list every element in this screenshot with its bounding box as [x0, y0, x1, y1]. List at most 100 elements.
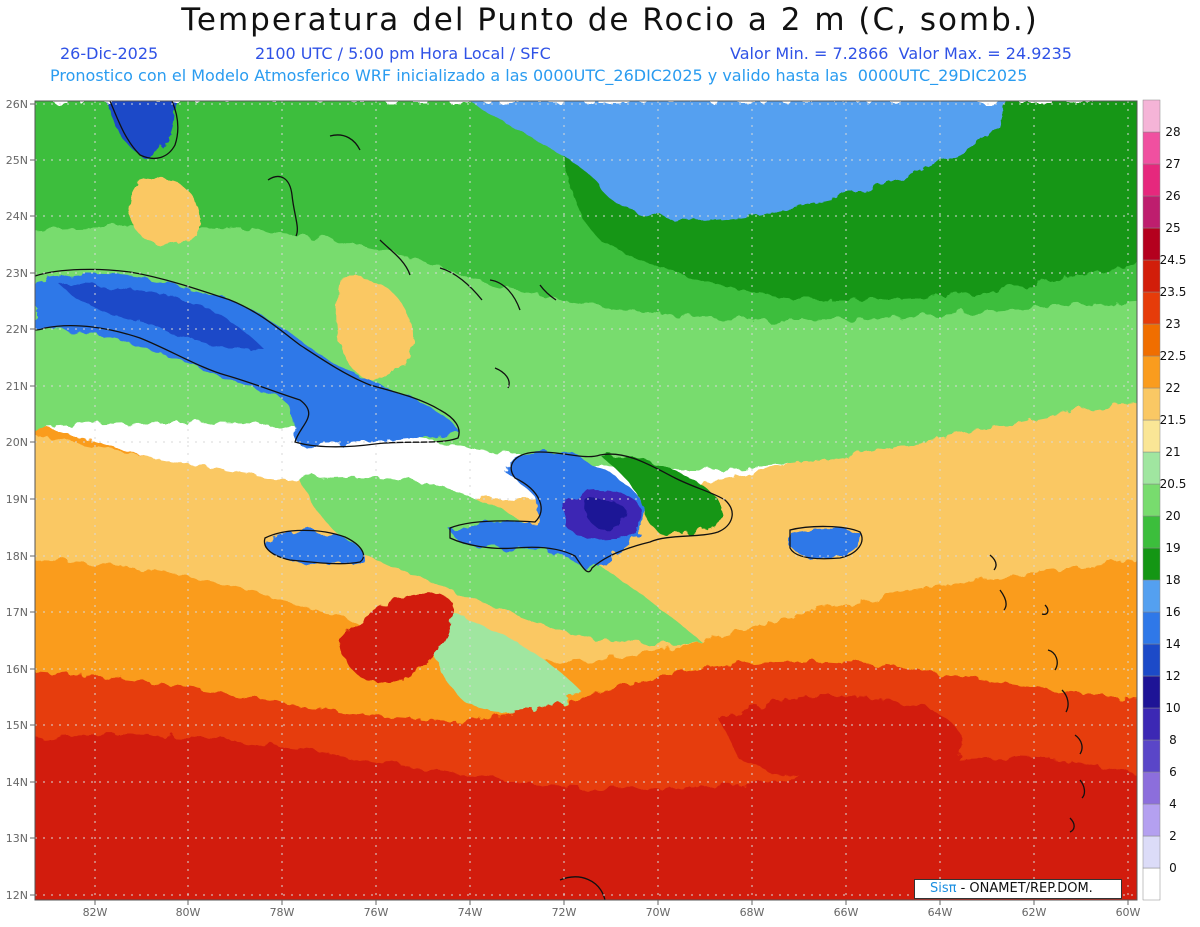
colorbar-label: 23.5 — [1160, 285, 1187, 299]
cuba-coastline — [35, 268, 460, 448]
lat-label: 13N — [6, 832, 28, 845]
red-streak-central — [340, 592, 453, 683]
lon-label: 80W — [176, 906, 201, 919]
lon-label: 82W — [83, 906, 108, 919]
coastlines — [35, 101, 1086, 900]
lat-label: 18N — [6, 550, 28, 563]
lon-label: 70W — [646, 906, 671, 919]
colorbar-swatch — [1142, 99, 1161, 133]
colorbar-swatch — [1142, 707, 1161, 741]
lat-label: 23N — [6, 267, 28, 280]
colorbar-label: 10 — [1165, 701, 1180, 715]
colorbar-label: 27 — [1165, 157, 1180, 171]
colorbar-label: 26 — [1165, 189, 1180, 203]
colorbar-swatch — [1142, 483, 1161, 517]
florida-orange-patch — [128, 177, 200, 244]
colorbar-label: 28 — [1165, 125, 1180, 139]
red-blob-east — [720, 696, 963, 784]
florida-coastline — [109, 101, 179, 159]
graticule — [35, 101, 1137, 900]
lon-label: 74W — [458, 906, 483, 919]
lon-label: 72W — [552, 906, 577, 919]
colorbar-swatch — [1142, 131, 1161, 165]
colorbar-swatch — [1142, 643, 1161, 677]
lon-label: 66W — [834, 906, 859, 919]
colorbar-swatch — [1142, 515, 1161, 549]
lon-label: 60W — [1116, 906, 1141, 919]
lat-label: 12N — [6, 889, 28, 902]
cuba-deep-blue — [60, 284, 265, 350]
lon-label: 68W — [740, 906, 765, 919]
latitude-labels: 26N 25N 24N 23N 22N 21N 20N 19N 18N 17N 16N 15N 14N 1… — [6, 98, 35, 902]
lat-label: 19N — [6, 493, 28, 506]
colorbar-swatch — [1142, 387, 1161, 421]
colorbar-swatch — [1142, 227, 1161, 261]
model-info: Pronostico con el Modelo Atmosferico WRF… — [50, 66, 1028, 85]
colorbar-label: 4 — [1169, 797, 1177, 811]
puerto-rico-blue — [790, 527, 862, 558]
lat-label: 20N — [6, 436, 28, 449]
colorbar-label: 25 — [1165, 221, 1180, 235]
colorbar-swatch — [1142, 611, 1161, 645]
dewpoint-field — [35, 101, 1137, 900]
credit-text: - ONAMET/REP.DOM. — [956, 881, 1093, 896]
colorbar-swatch — [1142, 163, 1161, 197]
colorbar-swatch — [1142, 355, 1161, 389]
colorbar-label: 19 — [1165, 541, 1180, 555]
colorbar-swatch — [1142, 739, 1161, 773]
colorbar-swatch — [1142, 419, 1161, 453]
lat-label: 24N — [6, 210, 28, 223]
lesser-antilles-coastline — [559, 554, 1086, 900]
lat-label: 17N — [6, 606, 28, 619]
lat-label: 26N — [6, 98, 28, 111]
colorbar-swatch — [1142, 323, 1161, 357]
colorbar-swatch — [1142, 835, 1161, 869]
map-title: Temperatura del Punto de Rocio a 2 m (C,… — [181, 2, 1039, 38]
forecast-time: 2100 UTC / 5:00 pm Hora Local / SFC — [255, 44, 551, 63]
hispaniola-coastline — [449, 451, 733, 573]
colorbar-swatch — [1142, 291, 1161, 325]
colorbar-label: 18 — [1165, 573, 1180, 587]
forecast-date: 26-Dic-2025 — [60, 44, 159, 63]
jamaica-coastline — [263, 529, 365, 565]
colorbar-swatch — [1142, 579, 1161, 613]
colorbar-label: 2 — [1169, 829, 1177, 843]
value-range: Valor Min. = 7.2866 Valor Max. = 24.9235 — [730, 44, 1072, 63]
lon-label: 76W — [364, 906, 389, 919]
lon-label: 78W — [270, 906, 295, 919]
lat-label: 25N — [6, 154, 28, 167]
colorbar-label: 6 — [1169, 765, 1177, 779]
colorbar-label: 22 — [1165, 381, 1180, 395]
colorbar-swatch — [1142, 259, 1161, 293]
florida-blue — [105, 101, 176, 158]
colorbar: 0 2 4 6 8 10 12 14 16 18 19 20 20.5 21 21.5 22 22.5 23 23.… — [1142, 99, 1187, 901]
colorbar-label: 22.5 — [1160, 349, 1187, 363]
colorbar-swatch — [1142, 771, 1161, 805]
colorbar-label: 16 — [1165, 605, 1180, 619]
pale-green-patch — [420, 600, 580, 714]
jamaica-blue — [264, 531, 362, 564]
colorbar-swatch — [1142, 195, 1161, 229]
colorbar-swatch — [1142, 675, 1161, 709]
colorbar-swatch — [1142, 547, 1161, 581]
colorbar-swatch — [1142, 867, 1161, 901]
colorbar-label: 12 — [1165, 669, 1180, 683]
caribbean-green-tongue — [300, 476, 700, 645]
colorbar-label: 8 — [1169, 733, 1177, 747]
dominican-green — [600, 454, 726, 535]
lat-label: 22N — [6, 323, 28, 336]
lat-label: 16N — [6, 663, 28, 676]
credit-box: Sisπ - ONAMET/REP.DOM. — [914, 879, 1122, 899]
bahamas-coastline — [267, 134, 557, 389]
longitude-labels: 82W 80W 78W 76W 74W 72W 70W 68W 66W 64W 62W 60W — [83, 900, 1141, 919]
bahamas-orange-patch — [336, 277, 413, 380]
hispaniola-deep-purple — [584, 498, 627, 529]
lat-label: 15N — [6, 719, 28, 732]
puerto-rico-coastline — [789, 525, 863, 560]
atlantic-blue-region — [470, 101, 1010, 221]
colorbar-swatch — [1142, 451, 1161, 485]
lat-label: 21N — [6, 380, 28, 393]
colorbar-label: 21.5 — [1160, 413, 1187, 427]
sispi-logo: Sisπ — [930, 881, 957, 896]
